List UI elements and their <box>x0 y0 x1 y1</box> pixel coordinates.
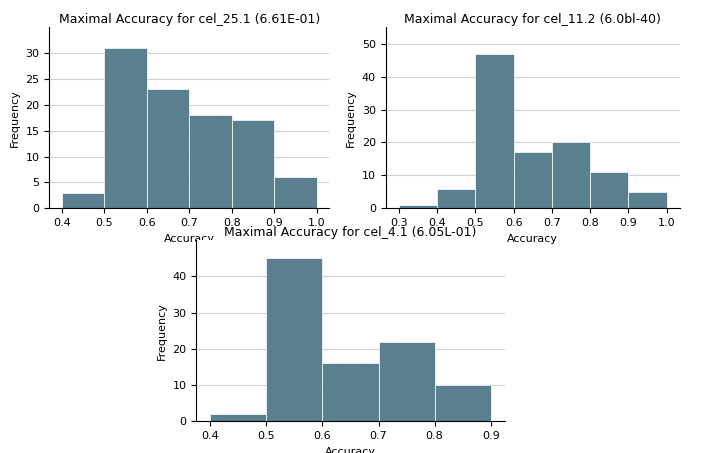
Bar <box>189 115 232 208</box>
Title: Maximal Accuracy for cel_4.1 (6.05L-01): Maximal Accuracy for cel_4.1 (6.05L-01) <box>224 226 477 239</box>
X-axis label: Accuracy: Accuracy <box>508 234 558 244</box>
Title: Maximal Accuracy for cel_25.1 (6.61E-01): Maximal Accuracy for cel_25.1 (6.61E-01) <box>59 13 320 26</box>
Bar <box>475 53 514 208</box>
Bar <box>379 342 435 421</box>
Bar <box>210 414 266 421</box>
Bar <box>399 205 437 208</box>
Y-axis label: Frequency: Frequency <box>157 302 167 360</box>
Bar <box>514 152 552 208</box>
Y-axis label: Frequency: Frequency <box>10 89 20 147</box>
Bar <box>435 385 491 421</box>
Bar <box>274 177 317 208</box>
Title: Maximal Accuracy for cel_11.2 (6.0bl-40): Maximal Accuracy for cel_11.2 (6.0bl-40) <box>404 13 661 26</box>
Bar <box>628 192 667 208</box>
X-axis label: Accuracy: Accuracy <box>325 447 376 453</box>
Bar <box>437 188 475 208</box>
Bar <box>62 193 104 208</box>
Bar <box>232 120 274 208</box>
Bar <box>147 89 189 208</box>
Bar <box>552 143 590 208</box>
Bar <box>322 363 379 421</box>
Bar <box>590 172 628 208</box>
Y-axis label: Frequency: Frequency <box>346 89 356 147</box>
Bar <box>266 258 322 421</box>
X-axis label: Accuracy: Accuracy <box>164 234 215 244</box>
Bar <box>104 48 147 208</box>
